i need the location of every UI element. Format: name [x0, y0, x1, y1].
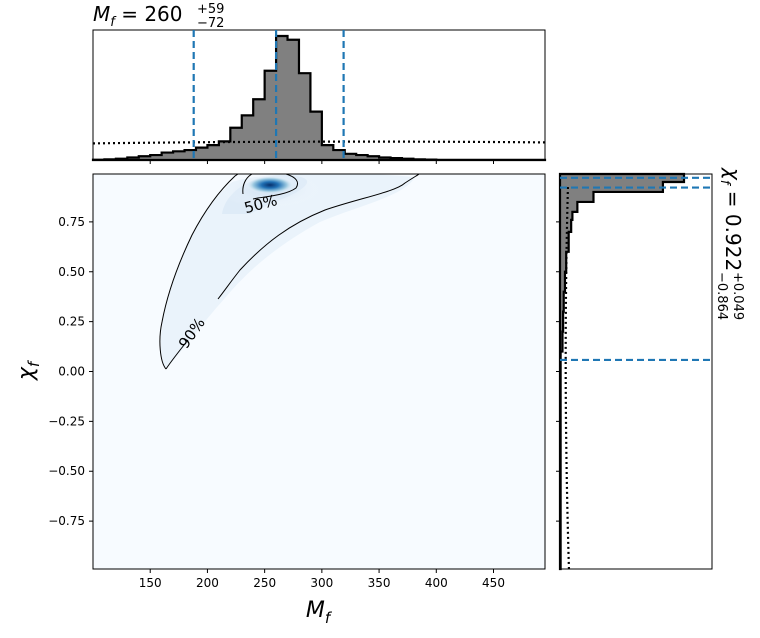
y-tick-label-0: −0.75 — [48, 514, 85, 528]
right-panel-title-minus: −0.864 — [714, 272, 729, 320]
y-tick-label-5: 0.50 — [58, 265, 85, 279]
x-tick-label-3: 300 — [310, 576, 333, 590]
y-tick-label-2: −0.25 — [48, 414, 85, 428]
x-marginal-histogram — [91, 29, 547, 164]
y-hist-frame — [559, 173, 713, 570]
contour-90-tail — [165, 339, 189, 370]
y-tick-label-6: 0.75 — [58, 215, 85, 229]
joint-density-panel: 50% 90% 150 200 250 300 350 400 450−0.75−0.50−… — [48, 173, 546, 590]
x-hist-bars — [91, 34, 547, 162]
right-panel-title: χf = 0.922 +0.049 −0.864 — [714, 167, 745, 320]
x-tick-label-4: 350 — [368, 576, 391, 590]
x-axis-label: Mf — [306, 598, 333, 627]
contour-90 — [159, 174, 420, 370]
y-axis-label: χf — [14, 359, 43, 381]
top-panel-title-plus: +59 — [197, 2, 224, 17]
top-panel-title: Mf = 260 — [93, 2, 183, 30]
density-background — [93, 174, 545, 569]
y-tick-label-1: −0.50 — [48, 464, 85, 478]
right-panel-title-plus: +0.049 — [730, 272, 745, 320]
top-panel-title-minus: −72 — [197, 16, 224, 31]
x-tick-label-5: 400 — [425, 576, 448, 590]
y-tick-label-4: 0.25 — [58, 315, 85, 329]
x-tick-label-1: 200 — [196, 576, 219, 590]
svg-text:χf = 0.922: χf = 0.922 — [717, 167, 745, 271]
x-tick-label-0: 150 — [139, 576, 162, 590]
density-90-region — [160, 174, 415, 369]
density-peak — [246, 176, 294, 194]
svg-text:χf: χf — [14, 359, 43, 381]
x-prior-line — [92, 140, 546, 145]
contour-50 — [242, 174, 299, 200]
x-tick-label-2: 250 — [253, 576, 276, 590]
x-tick-label-6: 450 — [482, 576, 505, 590]
y-tick-label-3: 0.00 — [58, 365, 85, 379]
y-marginal-histogram — [556, 172, 713, 571]
